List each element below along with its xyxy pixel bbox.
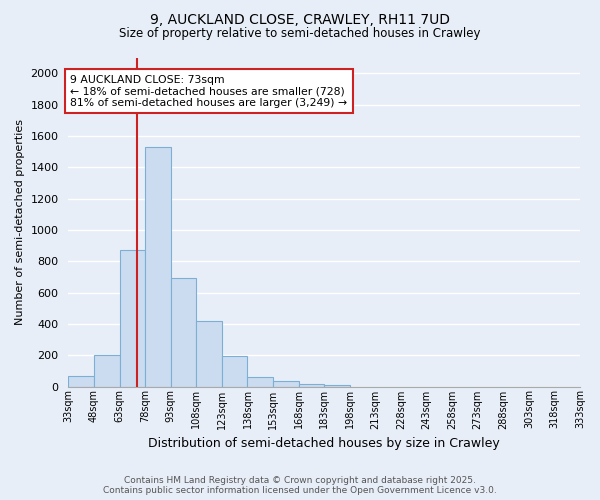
Text: Contains HM Land Registry data © Crown copyright and database right 2025.
Contai: Contains HM Land Registry data © Crown c…: [103, 476, 497, 495]
Bar: [171, 278, 196, 386]
Bar: [196, 322, 222, 386]
Text: 9, AUCKLAND CLOSE, CRAWLEY, RH11 7UD: 9, AUCKLAND CLOSE, CRAWLEY, RH11 7UD: [150, 12, 450, 26]
X-axis label: Distribution of semi-detached houses by size in Crawley: Distribution of semi-detached houses by …: [148, 437, 500, 450]
Text: 9 AUCKLAND CLOSE: 73sqm
← 18% of semi-detached houses are smaller (728)
81% of s: 9 AUCKLAND CLOSE: 73sqm ← 18% of semi-de…: [70, 74, 347, 108]
Text: Size of property relative to semi-detached houses in Crawley: Size of property relative to semi-detach…: [119, 28, 481, 40]
Bar: [145, 147, 171, 386]
Y-axis label: Number of semi-detached properties: Number of semi-detached properties: [15, 119, 25, 325]
Bar: [247, 377, 273, 386]
Bar: [299, 384, 324, 386]
Bar: [273, 381, 299, 386]
Bar: [68, 376, 94, 386]
Bar: [222, 356, 247, 386]
Bar: [119, 250, 145, 386]
Bar: [94, 355, 119, 386]
Bar: [324, 385, 350, 386]
